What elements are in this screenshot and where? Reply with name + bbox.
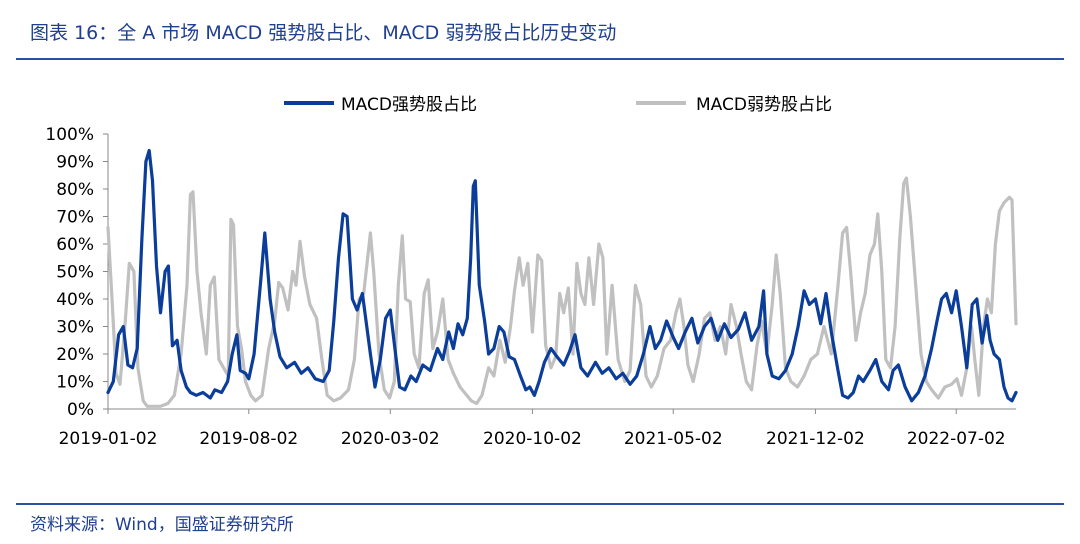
y-tick-label: 20% (56, 345, 94, 365)
y-axis: 0% 10% 20% 30% 40% 50% 60% 70% 80% 90% 100% (45, 125, 109, 420)
x-tick-label: 2020-10-02 (483, 429, 582, 449)
x-tick-label: 2021-05-02 (624, 429, 723, 449)
chart-legend: MACD强势股占比 MACD弱势股占比 (284, 95, 832, 115)
y-tick-label: 90% (56, 153, 94, 173)
figure-title: 图表 16：全 A 市场 MACD 强势股占比、MACD 弱势股占比历史变动 (30, 22, 617, 44)
y-tick-label: 60% (56, 235, 94, 255)
y-tick-label: 30% (56, 318, 94, 338)
x-tick-label: 2021-12-02 (766, 429, 865, 449)
source-divider (16, 503, 1064, 505)
series-line-weak (106, 176, 1018, 408)
x-tick-label: 2019-01-02 (59, 429, 158, 449)
series-layer (106, 148, 1018, 408)
y-tick-label: 50% (56, 263, 94, 283)
x-axis: 2019-01-02 2019-08-02 2020-03-02 2020-10-02… (59, 408, 1016, 449)
legend-label: MACD强势股占比 (341, 95, 477, 115)
source-note: 资料来源：Wind，国盛证券研究所 (30, 515, 294, 535)
y-tick-label: 40% (56, 290, 94, 310)
y-tick-label: 100% (45, 125, 94, 145)
title-divider (16, 58, 1064, 60)
x-tick-label: 2020-03-02 (341, 429, 440, 449)
y-tick-label: 0% (67, 400, 94, 420)
y-tick-label: 70% (56, 208, 94, 228)
line-chart: MACD强势股占比 MACD弱势股占比 0% 10% 20% 30% 40% 50% 60% 7… (45, 95, 1018, 449)
legend-label: MACD弱势股占比 (696, 95, 832, 115)
y-tick-label: 10% (56, 373, 94, 393)
x-tick-label: 2019-08-02 (199, 429, 298, 449)
series-line-strong (106, 148, 1018, 403)
x-tick-label: 2022-07-02 (907, 429, 1006, 449)
y-tick-label: 80% (56, 180, 94, 200)
